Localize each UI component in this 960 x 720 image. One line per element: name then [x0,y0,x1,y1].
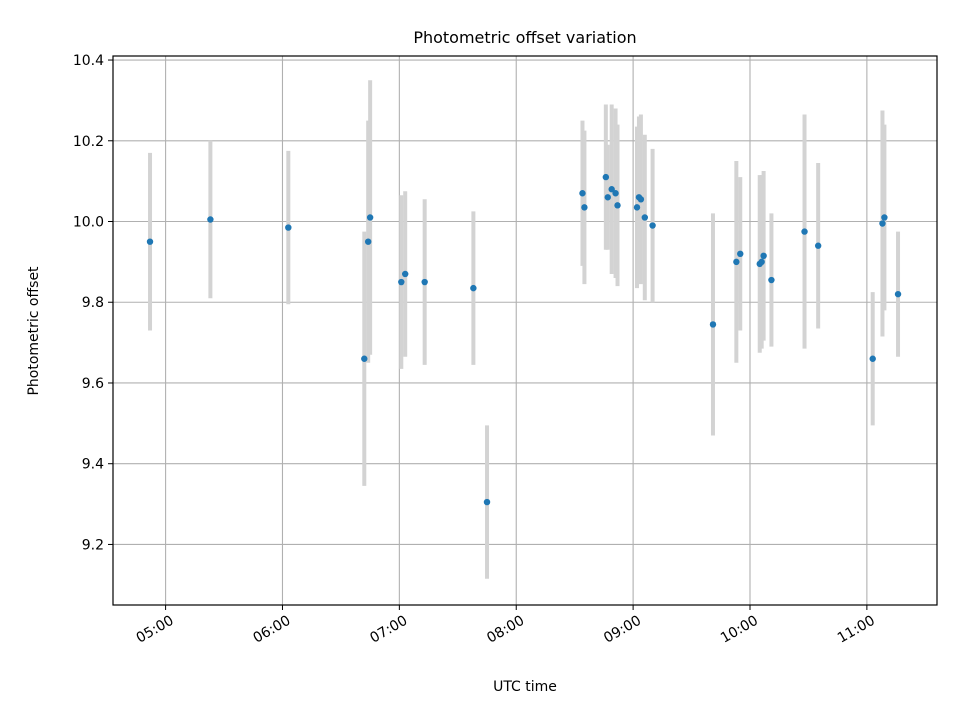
data-point [869,355,876,362]
data-point [602,173,610,181]
y-tick-label: 9.4 [82,457,104,473]
data-point [579,190,586,197]
data-point [637,196,645,203]
data-point [633,204,641,211]
data-points [146,173,902,506]
data-point [814,242,822,249]
data-point [894,290,902,298]
y-tick-label: 10.0 [73,215,104,231]
y-tick-label: 10.4 [73,53,104,69]
y-axis-ticks: 9.2 9.4 9.6 9.8 10.0 10.2 10.4 [73,53,113,553]
data-point [364,238,372,245]
data-point [483,498,491,506]
data-point [760,252,767,260]
y-tick-label: 9.6 [82,376,104,392]
data-point [401,270,409,278]
data-point [146,238,154,245]
data-point [649,222,656,229]
data-point [604,194,611,201]
data-point [709,321,717,328]
y-axis-label: Photometric offset [26,266,42,396]
data-point [581,204,588,211]
y-tick-label: 10.2 [73,134,104,150]
data-point [612,190,619,197]
data-point [398,278,405,286]
data-point [881,214,888,221]
data-point [879,220,886,227]
grid-lines [113,56,937,605]
data-point [641,214,649,221]
data-point [207,216,214,223]
data-point [366,214,374,221]
x-axis-label: UTC time [493,679,557,695]
y-tick-label: 9.8 [82,295,104,311]
plot-frame [112,55,938,606]
data-point [361,355,368,362]
data-point [608,186,615,193]
chart-title: Photometric offset variation [413,28,636,47]
data-point [733,258,740,266]
data-point [285,224,292,231]
data-point [768,276,775,284]
data-point [470,284,477,292]
data-point [614,202,621,209]
data-point [758,258,765,266]
y-tick-label: 9.2 [82,537,104,553]
data-point [737,250,744,258]
data-point [801,228,808,235]
data-point [421,278,428,286]
